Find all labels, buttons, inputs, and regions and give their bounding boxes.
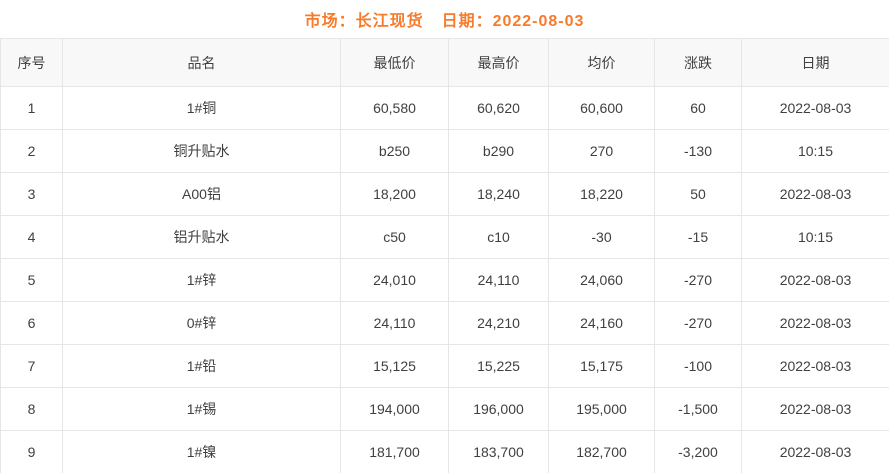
column-header-low: 最低价 [340, 38, 449, 87]
cell-name: 1#锡 [62, 387, 341, 431]
column-header-index: 序号 [0, 38, 63, 87]
cell-low: 194,000 [340, 387, 449, 431]
cell-high: 18,240 [448, 172, 549, 216]
cell-avg: 24,160 [548, 301, 655, 345]
cell-low: b250 [340, 129, 449, 173]
cell-name: 铝升贴水 [62, 215, 341, 259]
cell-index: 8 [0, 387, 63, 431]
cell-index: 7 [0, 344, 63, 388]
cell-change: -100 [654, 344, 742, 388]
cell-name: 1#锌 [62, 258, 341, 302]
cell-change: -15 [654, 215, 742, 259]
cell-avg: 18,220 [548, 172, 655, 216]
cell-change: -130 [654, 129, 742, 173]
cell-change: -1,500 [654, 387, 742, 431]
cell-high: 196,000 [448, 387, 549, 431]
cell-index: 1 [0, 86, 63, 130]
table-row: 6 0#锌 24,110 24,210 24,160 -270 2022-08-03 [0, 301, 889, 345]
cell-avg: 270 [548, 129, 655, 173]
market-label: 市场：长江现货 [304, 13, 424, 30]
page-title: 市场：长江现货 日期：2022-08-03 [0, 0, 889, 38]
cell-low: 15,125 [340, 344, 449, 388]
cell-low: 60,580 [340, 86, 449, 130]
table-row: 8 1#锡 194,000 196,000 195,000 -1,500 2022-08-0… [0, 387, 889, 431]
cell-date: 10:15 [741, 129, 889, 173]
cell-low: 18,200 [340, 172, 449, 216]
table-row: 5 1#锌 24,010 24,110 24,060 -270 2022-08-03 [0, 258, 889, 302]
cell-high: 24,110 [448, 258, 549, 302]
cell-high: 24,210 [448, 301, 549, 345]
table-body: 1 1#铜 60,580 60,620 60,600 60 2022-08-03 2 铜升贴水 b… [0, 86, 889, 473]
cell-name: 1#铅 [62, 344, 341, 388]
cell-change: -3,200 [654, 430, 742, 473]
cell-low: 181,700 [340, 430, 449, 473]
cell-avg: 195,000 [548, 387, 655, 431]
cell-date: 2022-08-03 [741, 387, 889, 431]
cell-index: 3 [0, 172, 63, 216]
cell-high: 15,225 [448, 344, 549, 388]
cell-low: 24,110 [340, 301, 449, 345]
price-table: 序号 品名 最低价 最高价 均价 涨跌 日期 1 1#铜 60,580 60,620 6… [0, 38, 889, 473]
column-header-name: 品名 [62, 38, 341, 87]
cell-high: b290 [448, 129, 549, 173]
cell-name: 1#铜 [62, 86, 341, 130]
column-header-change: 涨跌 [654, 38, 742, 87]
column-header-avg: 均价 [548, 38, 655, 87]
cell-change: 50 [654, 172, 742, 216]
cell-low: 24,010 [340, 258, 449, 302]
cell-date: 2022-08-03 [741, 344, 889, 388]
cell-date: 10:15 [741, 215, 889, 259]
column-header-date: 日期 [741, 38, 889, 87]
cell-name: 1#镍 [62, 430, 341, 473]
cell-date: 2022-08-03 [741, 86, 889, 130]
cell-change: -270 [654, 258, 742, 302]
table-header: 序号 品名 最低价 最高价 均价 涨跌 日期 [0, 38, 889, 87]
date-label: 日期：2022-08-03 [441, 13, 585, 30]
table-row: 9 1#镍 181,700 183,700 182,700 -3,200 2022-08-0… [0, 430, 889, 473]
cell-avg: 15,175 [548, 344, 655, 388]
cell-date: 2022-08-03 [741, 172, 889, 216]
cell-name: 铜升贴水 [62, 129, 341, 173]
table-row: 3 A00铝 18,200 18,240 18,220 50 2022-08-03 [0, 172, 889, 216]
cell-index: 2 [0, 129, 63, 173]
cell-date: 2022-08-03 [741, 430, 889, 473]
table-row: 7 1#铅 15,125 15,225 15,175 -100 2022-08-03 [0, 344, 889, 388]
cell-low: c50 [340, 215, 449, 259]
cell-high: 183,700 [448, 430, 549, 473]
cell-name: A00铝 [62, 172, 341, 216]
cell-avg: 182,700 [548, 430, 655, 473]
cell-avg: 60,600 [548, 86, 655, 130]
cell-date: 2022-08-03 [741, 258, 889, 302]
table-row: 1 1#铜 60,580 60,620 60,600 60 2022-08-03 [0, 86, 889, 130]
cell-avg: -30 [548, 215, 655, 259]
table-row: 2 铜升贴水 b250 b290 270 -130 10:15 [0, 129, 889, 173]
cell-index: 5 [0, 258, 63, 302]
cell-index: 9 [0, 430, 63, 473]
cell-index: 6 [0, 301, 63, 345]
cell-change: 60 [654, 86, 742, 130]
header-row: 序号 品名 最低价 最高价 均价 涨跌 日期 [0, 38, 889, 87]
table-row: 4 铝升贴水 c50 c10 -30 -15 10:15 [0, 215, 889, 259]
cell-index: 4 [0, 215, 63, 259]
cell-high: 60,620 [448, 86, 549, 130]
cell-high: c10 [448, 215, 549, 259]
cell-change: -270 [654, 301, 742, 345]
cell-name: 0#锌 [62, 301, 341, 345]
cell-avg: 24,060 [548, 258, 655, 302]
column-header-high: 最高价 [448, 38, 549, 87]
cell-date: 2022-08-03 [741, 301, 889, 345]
